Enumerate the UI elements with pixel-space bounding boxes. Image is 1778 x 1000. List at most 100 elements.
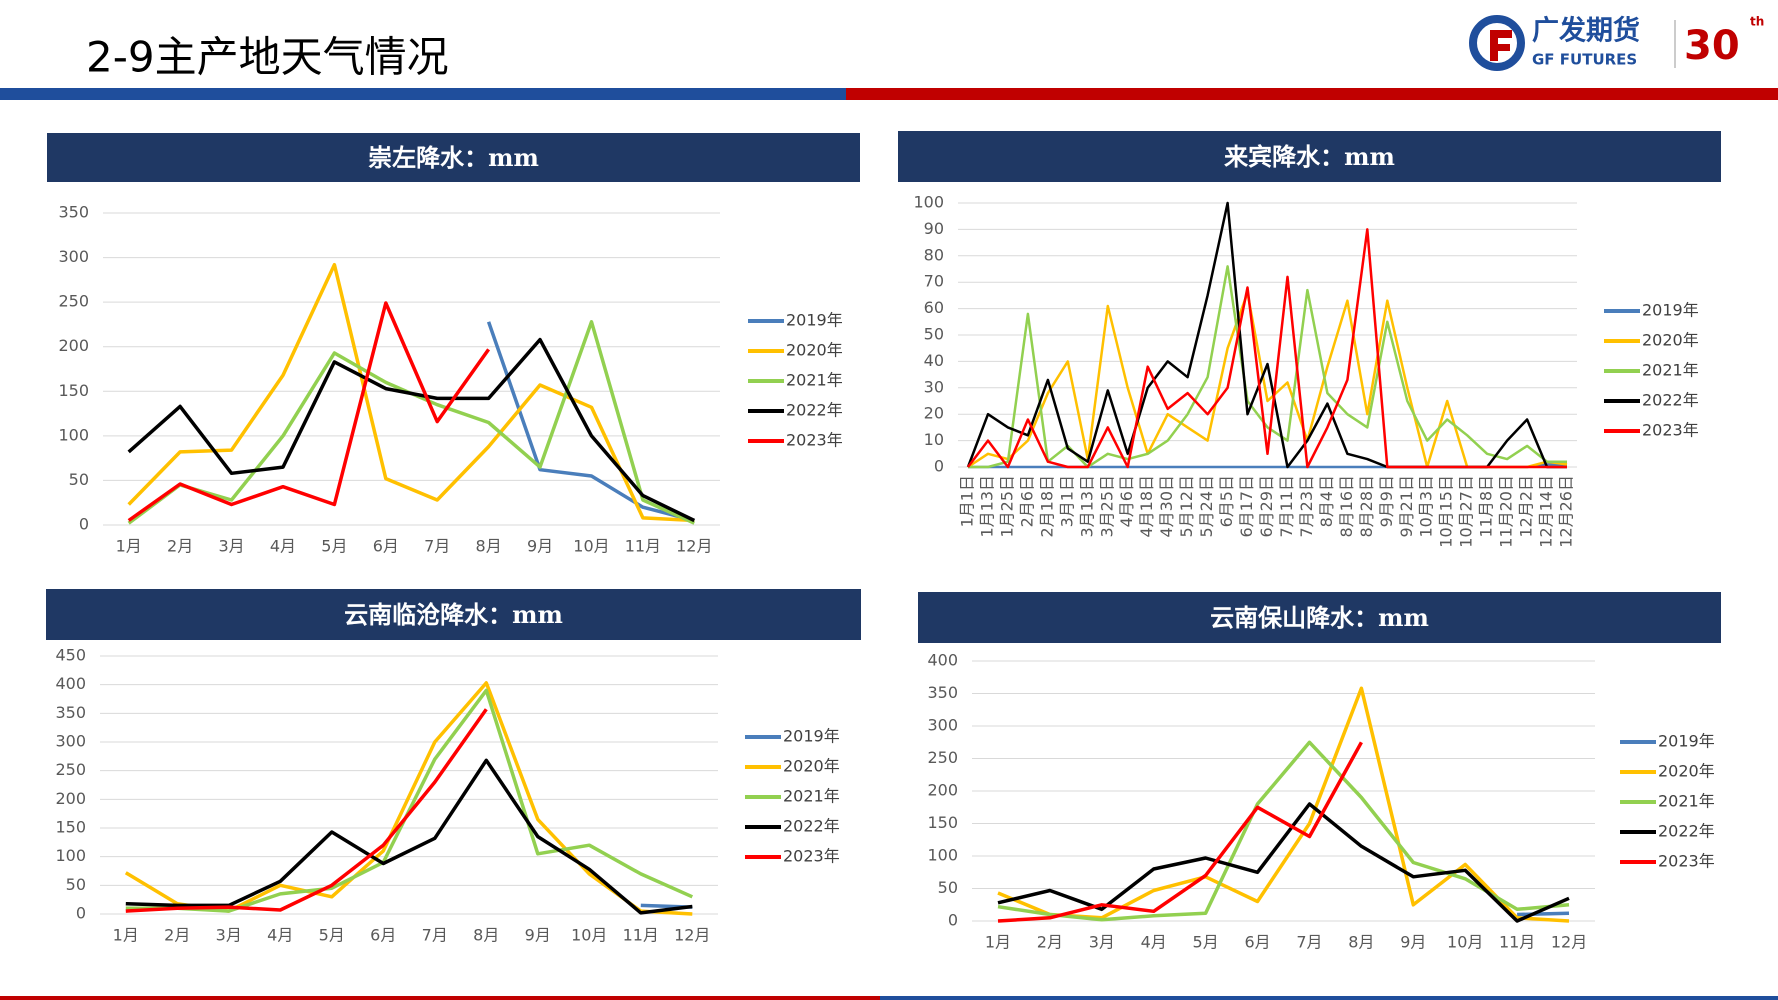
series-line: [125, 708, 488, 913]
x-tick-label: 4月: [1141, 933, 1167, 952]
y-tick-label: 50: [938, 878, 958, 897]
x-tick-label: 7月23日: [1297, 475, 1316, 538]
series-line: [125, 688, 694, 913]
x-tick-label: 1月13日: [977, 475, 996, 538]
chart-header: [918, 592, 1721, 643]
x-tick-label: 12月: [676, 537, 712, 556]
series-line: [125, 758, 693, 915]
x-tick-label: 8月4日: [1317, 475, 1336, 527]
x-tick-label: 9月9日: [1377, 475, 1396, 527]
legend-label: 2021年: [783, 787, 840, 806]
bottom-bar-blue: [880, 996, 1778, 1000]
legend-label: 2019年: [1642, 301, 1699, 320]
y-tick-label: 300: [927, 716, 958, 735]
x-tick-label: 1月25日: [997, 475, 1016, 538]
x-tick-label: 8月: [1348, 933, 1374, 952]
x-tick-label: 3月13日: [1077, 475, 1096, 538]
legend-label: 2022年: [783, 817, 840, 836]
logo: 广发期货 GF FUTURES 30 th: [1469, 15, 1764, 71]
y-tick-label: 0: [79, 515, 89, 534]
legend-label: 2020年: [1658, 762, 1715, 781]
x-tick-label: 5月: [321, 537, 347, 556]
x-tick-label: 4月18日: [1137, 475, 1156, 538]
y-tick-label: 20: [924, 404, 944, 423]
series-line: [127, 320, 696, 525]
logo-cn: 广发期货: [1532, 15, 1640, 47]
x-tick-label: 8月16日: [1337, 475, 1356, 538]
slide-title: 2-9主产地天气情况: [86, 33, 449, 82]
y-tick-label: 30: [924, 377, 944, 396]
y-tick-label: 250: [927, 748, 958, 767]
logo-icon: [1469, 15, 1525, 71]
x-tick-label: 9月21日: [1397, 475, 1416, 538]
series-line: [127, 262, 695, 523]
x-tick-label: 10月27日: [1457, 475, 1476, 548]
x-tick-label: 9月: [1400, 933, 1426, 952]
y-tick-label: 90: [924, 219, 944, 238]
chart-title: 来宾降水：mm: [1224, 142, 1395, 171]
y-tick-label: 0: [948, 911, 958, 930]
x-tick-label: 3月: [216, 926, 242, 945]
y-tick-label: 50: [924, 325, 944, 344]
y-tick-label: 200: [927, 781, 958, 800]
chart-header: [898, 131, 1721, 182]
series-line: [997, 741, 1363, 923]
x-tick-label: 2月: [1037, 933, 1063, 952]
x-tick-label: 7月: [1296, 933, 1322, 952]
x-tick-label: 6月: [373, 537, 399, 556]
y-tick-label: 40: [924, 351, 944, 370]
top-bar-blue: [0, 88, 846, 100]
legend-label: 2023年: [786, 431, 843, 450]
chart-title: 崇左降水：mm: [368, 143, 539, 172]
series-line: [486, 321, 695, 523]
x-tick-label: 6月: [370, 926, 396, 945]
top-bar-red: [846, 88, 1778, 100]
x-tick-label: 7月: [424, 537, 450, 556]
series-line: [967, 228, 1567, 469]
series-line: [127, 301, 491, 522]
y-tick-label: 0: [934, 457, 944, 476]
legend-label: 2019年: [1658, 732, 1715, 751]
x-tick-label: 7月11日: [1277, 475, 1296, 538]
x-tick-label: 2月: [164, 926, 190, 945]
x-tick-label: 3月1日: [1057, 475, 1076, 527]
y-tick-label: 100: [55, 846, 86, 865]
chart-header: [46, 589, 861, 640]
legend-label: 2021年: [1642, 361, 1699, 380]
y-tick-label: 400: [55, 674, 86, 693]
x-tick-label: 10月15日: [1437, 475, 1456, 548]
series-line: [997, 740, 1570, 922]
x-tick-label: 1月: [985, 933, 1011, 952]
y-tick-label: 100: [58, 425, 89, 444]
y-tick-label: 350: [55, 703, 86, 722]
x-tick-label: 11月: [625, 537, 661, 556]
x-tick-label: 2月6日: [1017, 475, 1036, 527]
x-tick-label: 2月: [167, 537, 193, 556]
y-tick-label: 60: [924, 298, 944, 317]
x-tick-label: 11月20日: [1497, 475, 1516, 548]
y-tick-label: 250: [55, 760, 86, 779]
legend-label: 2022年: [1642, 391, 1699, 410]
x-tick-label: 6月: [1244, 933, 1270, 952]
legend-label: 2019年: [783, 727, 840, 746]
x-tick-label: 3月25日: [1097, 475, 1116, 538]
x-tick-label: 11月8日: [1477, 475, 1496, 538]
legend-label: 2021年: [786, 371, 843, 390]
logo-icon-f: [1490, 30, 1512, 61]
logo-30: 30: [1684, 23, 1740, 69]
bottom-bar-red: [0, 996, 880, 1000]
x-tick-label: 1月1日: [957, 475, 976, 527]
x-tick-label: 4月: [270, 537, 296, 556]
x-tick-label: 12月2日: [1517, 475, 1536, 538]
x-tick-label: 1月: [113, 926, 139, 945]
x-tick-label: 4月: [267, 926, 293, 945]
x-tick-label: 9月: [527, 537, 553, 556]
x-tick-label: 10月: [1447, 933, 1483, 952]
x-tick-label: 5月12日: [1177, 475, 1196, 538]
y-tick-label: 150: [58, 381, 89, 400]
x-tick-label: 8月28日: [1357, 475, 1376, 538]
x-tick-label: 6月29日: [1257, 475, 1276, 538]
x-tick-label: 6月17日: [1237, 475, 1256, 538]
x-tick-label: 9月: [525, 926, 551, 945]
y-tick-label: 150: [927, 813, 958, 832]
